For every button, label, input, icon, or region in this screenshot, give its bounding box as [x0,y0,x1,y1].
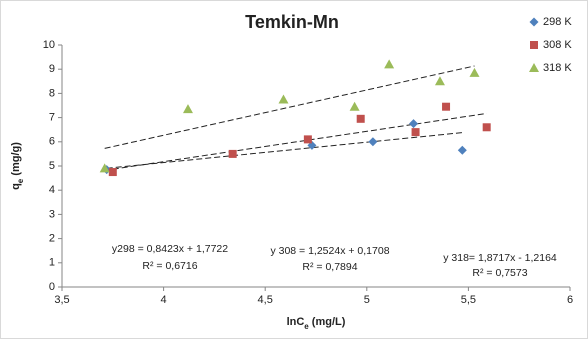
legend-label: 308 K [543,39,572,51]
legend-label: 318 K [543,62,572,74]
trendline-r2: R² = 0,7573 [472,267,527,279]
legend-label: 298 K [543,16,572,28]
x-tick-label: 6 [567,294,573,306]
point [303,135,312,144]
trendline [112,112,487,170]
y-tick-label: 1 [49,257,55,269]
axis-title-rest: (mg/g) [10,142,22,179]
point [409,119,419,129]
point [278,94,289,104]
axis-title-main: lnC [287,316,305,328]
y-tick-label: 7 [49,112,55,124]
y-tick-label: 2 [49,233,55,245]
x-tick-label: 5 [364,294,370,306]
y-tick-label: 9 [49,63,55,75]
point [442,102,451,111]
y-tick-label: 10 [43,39,55,51]
trendline-equation: y 308 = 1,2524x + 0,1708 [270,245,389,257]
y-axis-title: qe (mg/g) [10,142,25,190]
y-tick-label: 8 [49,87,55,99]
x-tick-label: 3,5 [54,294,69,306]
point [108,168,117,177]
x-tick-label: 4,5 [258,294,273,306]
axis-title-sub: e [16,178,25,183]
point [368,137,378,147]
y-tick-label: 5 [49,160,55,172]
trendline-equation: y 318= 1,8717x - 1,2164 [443,252,557,264]
axis-title-rest: (mg/L) [309,316,346,328]
point [182,104,193,114]
y-tick-label: 6 [49,136,55,148]
legend-marker [529,63,539,72]
chart-title: Temkin-Mn [245,12,339,32]
point [384,59,395,69]
x-tick-label: 5,5 [461,294,476,306]
x-tick-label: 4 [161,294,167,306]
y-tick-label: 4 [49,184,55,196]
y-tick-label: 0 [49,281,55,293]
point [356,114,365,123]
trendline [104,65,475,149]
x-axis-title: lnCe (mg/L) [287,316,346,331]
point [469,67,480,77]
axis-title-sub: e [304,322,309,331]
trendline [106,132,463,169]
trendline-r2: R² = 0,7894 [302,261,357,273]
point [99,163,110,173]
point [411,128,420,137]
legend-marker [529,17,539,27]
trendline-r2: R² = 0,6716 [142,260,197,272]
point [457,145,467,155]
trendline-equation: y298 = 0,8423x + 1,7722 [112,243,228,255]
point [228,149,237,158]
y-tick-label: 3 [49,208,55,220]
point [482,123,491,132]
legend-marker [530,41,538,49]
axis-title-main: q [10,183,22,190]
point [349,101,360,111]
point [434,76,445,86]
